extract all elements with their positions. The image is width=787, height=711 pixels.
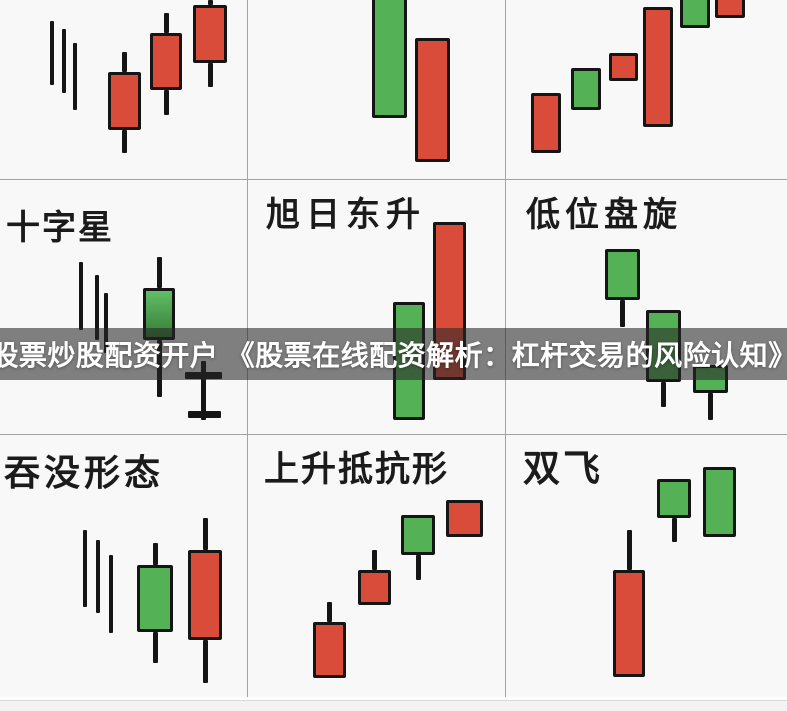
candle-body-red [313,622,346,678]
pattern-label-double-fly: 双飞 [523,448,603,489]
candle-body-red [108,72,141,130]
candle-body-green [571,68,601,110]
candle-body-red [643,7,673,127]
candle-upper-wick [207,0,213,5]
wick-line [62,29,66,93]
bottom-strip [0,700,787,711]
candle-lower-wick [415,555,421,580]
wick-line [104,293,108,353]
candle-body-green [401,515,435,555]
candle-upper-wick [327,602,332,622]
candle-upper-wick [163,13,169,33]
candle-body-green [372,0,407,118]
candle-body-green [703,467,736,537]
candle-lower-wick [708,393,713,420]
pattern-label-engulfing: 吞没形态 [4,452,165,493]
candle-upper-wick [202,518,208,550]
candle-lower-wick [207,63,213,87]
grid-divider-horizontal-1 [0,179,787,180]
candle-lower-wick [671,518,677,542]
candle-body-red [613,570,645,677]
pattern-label-rising-sun: 旭日东升 [266,196,426,234]
candle-lower-wick [122,130,127,153]
doji-bar [188,411,221,418]
candle-body-red [531,93,561,153]
candle-upper-wick [122,52,127,72]
candle-lower-wick [152,632,158,663]
wick-line [95,275,99,340]
wick-line [79,262,83,330]
candle-body-red [415,38,450,162]
watermark-banner: 股票炒股配资开户 《股票在线配资解析：杠杆交易的风险认知》 [0,328,787,380]
pattern-label-rising-resistance: 上升抵抗形 [264,450,450,489]
candle-lower-wick [163,90,169,115]
wick-line [96,540,100,613]
candle-body-red [358,570,391,605]
candle-upper-wick [372,550,377,570]
pattern-label-doji-star: 十字星 [6,209,114,247]
pattern-label-low-hovering: 低位盘旋 [526,196,682,234]
candle-upper-wick [152,543,158,565]
watermark-banner-text: 股票炒股配资开户 《股票在线配资解析：杠杆交易的风险认知》 [0,340,787,371]
grid-divider-horizontal-2 [0,434,787,435]
candle-body-green [657,479,691,518]
candle-lower-wick [202,640,208,683]
candle-body-green [605,249,640,300]
wick-line [73,43,77,110]
wick-line [50,21,54,85]
candle-body-red [150,33,182,90]
candle-lower-wick [620,300,625,327]
candle-lower-wick [661,382,666,407]
candle-body-green [137,565,173,632]
candle-upper-wick [626,530,632,570]
candle-upper-wick [156,257,162,288]
candle-body-red [715,0,745,18]
candle-body-red [193,5,227,63]
candle-body-red [188,550,222,640]
candle-body-red [446,500,483,537]
candle-body-green [680,0,710,28]
wick-line [109,555,113,633]
doji-bar [201,361,206,420]
wick-line [83,530,87,607]
candle-body-red [609,53,638,81]
